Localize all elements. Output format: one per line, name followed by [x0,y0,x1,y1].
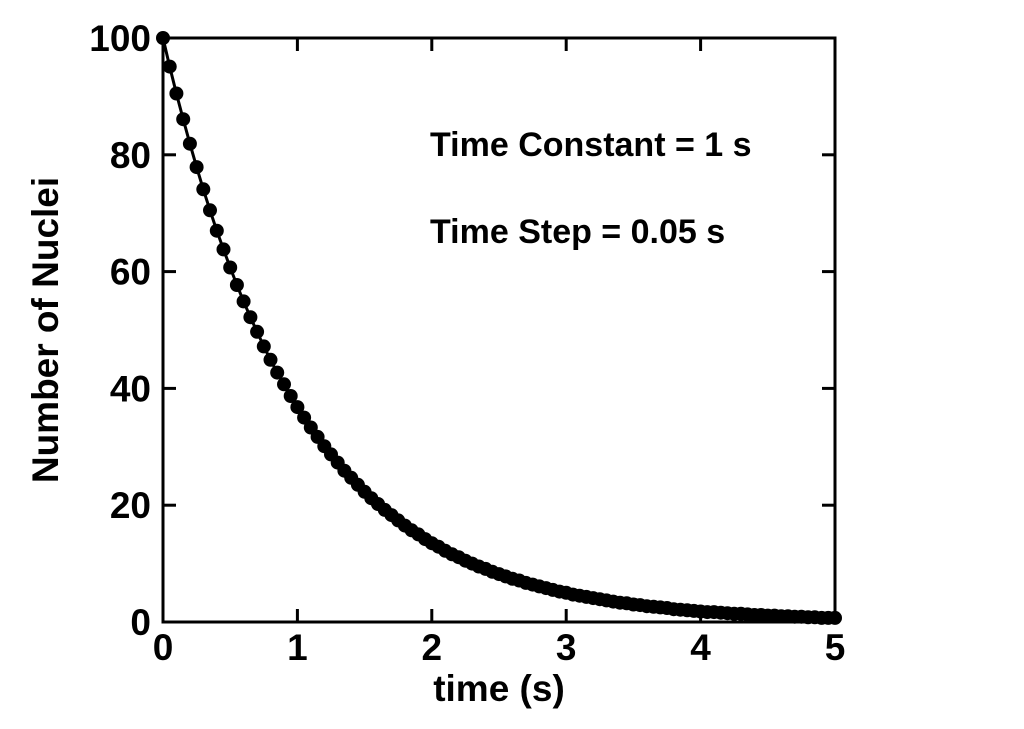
data-point-marker [229,278,244,292]
data-point-marker [250,324,265,339]
data-point-marker [169,86,184,101]
data-point-marker [297,410,312,425]
data-point-marker [236,294,251,309]
data-point-marker [189,160,204,175]
annotation-time-step: Time Step = 0.05 s [430,213,725,251]
y-tick-label: 100 [89,18,151,59]
data-point-marker [176,112,191,127]
data-point-marker [162,59,177,74]
data-point-marker [243,310,258,325]
y-tick-label: 80 [110,135,151,176]
x-tick-label: 4 [690,627,711,668]
y-tick-label: 60 [110,252,151,293]
y-axis-label: Number of Nuclei [25,177,66,483]
data-point-marker [256,339,271,354]
x-tick-label: 3 [556,627,577,668]
data-point-marker [828,610,842,625]
data-point-marker [283,389,298,403]
plot-frame [161,36,837,624]
x-tick-label: 2 [422,627,443,668]
data-point-marker [196,182,211,197]
data-point-marker [270,365,285,380]
y-tick-label: 20 [110,485,151,526]
y-tick-label: 0 [130,602,151,643]
x-tick-label: 0 [153,627,174,668]
data-point-marker [223,260,238,275]
axis-ticks [163,38,835,622]
x-tick-label: 1 [287,627,308,668]
x-tick-labels: 0 1 2 3 4 5 [153,627,846,668]
data-point-marker [263,352,278,367]
decay-curve-line [161,37,835,620]
x-tick-label: 5 [825,627,846,668]
data-point-marker [277,377,291,392]
data-point-marker [156,31,170,45]
data-point-marker [216,242,231,257]
data-point-marker [182,136,197,151]
data-point-marker [290,400,305,415]
x-axis-label: time (s) [433,668,565,709]
data-point-marker [209,223,224,238]
annotation-time-constant: Time Constant = 1 s [430,126,752,164]
decay-curve-markers [156,31,842,625]
y-tick-labels: 0 20 40 60 80 100 [89,18,151,643]
y-tick-label: 40 [110,368,151,409]
data-point-marker [203,203,217,218]
